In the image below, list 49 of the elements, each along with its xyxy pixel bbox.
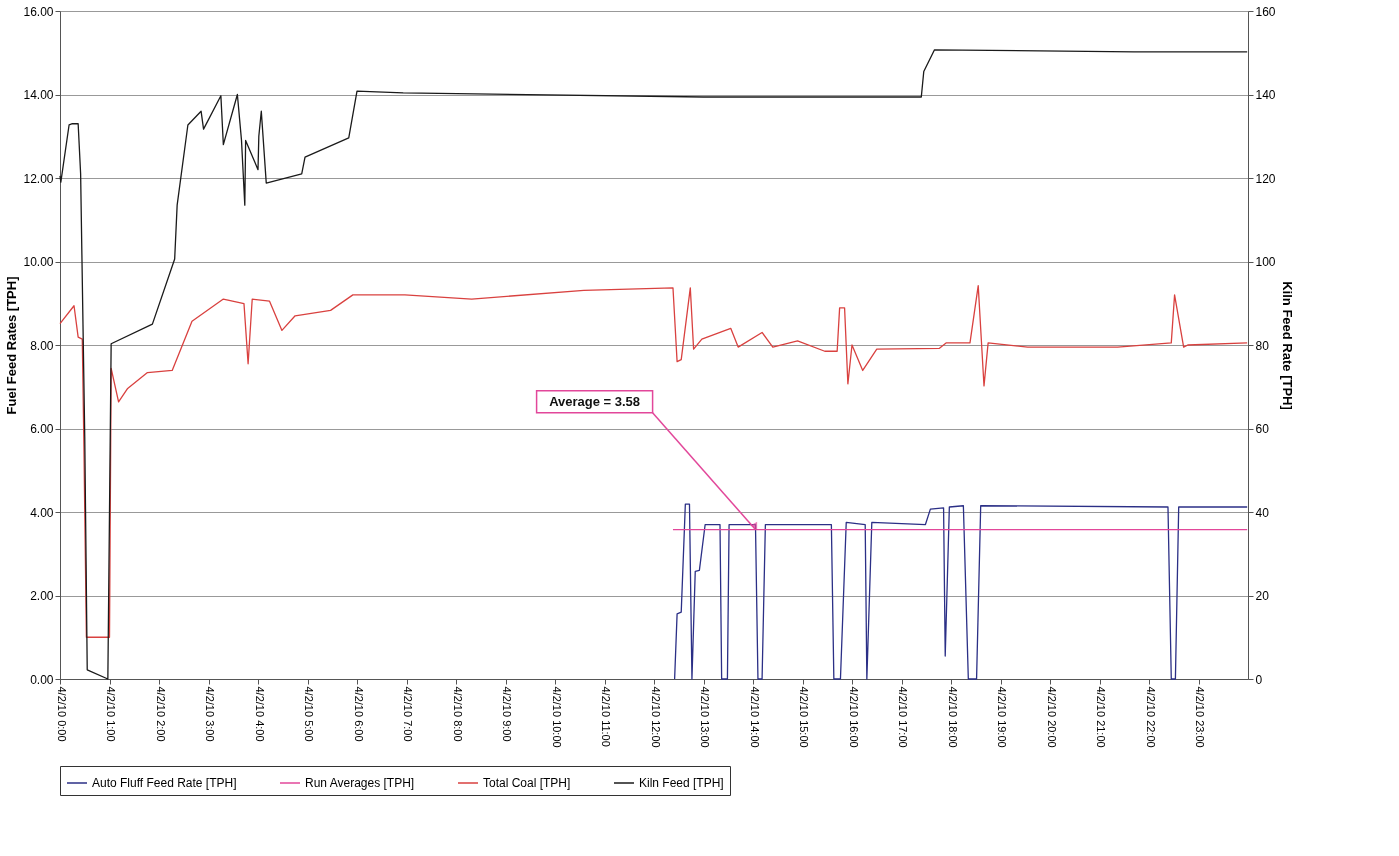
y-tick-label: 8.00	[30, 338, 54, 353]
y-tick-label: 14.00	[23, 88, 54, 102]
y-tick-label: 2.00	[30, 589, 54, 603]
x-tick-label: 4/2/10 4:00	[253, 686, 266, 742]
x-tick-label: 4/2/10 7:00	[402, 686, 414, 742]
y2-tick-label: 0	[1255, 672, 1263, 687]
x-tick-label: 4/2/10 1:00	[105, 686, 117, 742]
y-tick-label: 10.00	[23, 255, 54, 269]
x-tick-label: 4/2/10 22:00	[1144, 686, 1157, 748]
y2-tick-label: 120	[1255, 171, 1276, 186]
x-tick-label: 4/2/10 13:00	[699, 686, 711, 748]
y2-tick-label: 60	[1255, 422, 1270, 436]
legend-label: Auto Fluff Feed Rate [TPH]	[92, 776, 237, 790]
x-tick-label: 4/2/10 9:00	[501, 686, 513, 742]
legend-label: Kiln Feed [TPH]	[639, 776, 724, 790]
y-tick-label: 6.00	[30, 422, 54, 436]
annotation: Average = 3.58	[549, 393, 641, 409]
x-tick-label: 4/2/10 14:00	[748, 686, 761, 748]
x-tick-label: 4/2/10 10:00	[550, 686, 563, 748]
y-axis-title: Fuel Feed Rates [TPH]	[4, 276, 20, 415]
x-tick-label: 4/2/10 8:00	[451, 686, 464, 742]
x-tick-label: 4/2/10 20:00	[1045, 686, 1058, 748]
y-tick-label: 12.00	[23, 171, 54, 186]
y2-tick-label: 140	[1255, 88, 1276, 102]
y-tick-label: 16.00	[23, 4, 54, 19]
x-tick-label: 4/2/10 21:00	[1095, 686, 1107, 748]
x-tick-label: 4/2/10 19:00	[996, 686, 1008, 748]
x-tick-label: 4/2/10 0:00	[55, 686, 68, 742]
y-tick-label: 0.00	[30, 672, 54, 687]
x-tick-label: 4/2/10 6:00	[352, 686, 365, 742]
x-tick-label: 4/2/10 15:00	[798, 686, 810, 748]
x-tick-label: 4/2/10 11:00	[600, 686, 612, 747]
x-tick-label: 4/2/10 3:00	[204, 686, 216, 742]
x-tick-label: 4/2/10 12:00	[649, 686, 662, 748]
x-tick-label: 4/2/10 18:00	[946, 686, 959, 748]
y-tick-label: 4.00	[30, 505, 54, 520]
x-tick-label: 4/2/10 17:00	[897, 686, 909, 748]
x-tick-label: 4/2/10 16:00	[847, 686, 860, 748]
y2-tick-label: 160	[1255, 4, 1276, 19]
y2-tick-label: 80	[1255, 338, 1270, 353]
y2-tick-label: 100	[1255, 255, 1276, 269]
x-tick-label: 4/2/10 2:00	[154, 686, 167, 742]
legend-label: Run Averages [TPH]	[305, 776, 415, 790]
x-tick-label: 4/2/10 5:00	[303, 686, 315, 742]
y2-tick-label: 20	[1255, 589, 1270, 603]
legend-label: Total Coal [TPH]	[483, 776, 571, 790]
y2-axis-title: Kiln Feed Rate [TPH]	[1279, 281, 1295, 410]
y2-tick-label: 40	[1255, 505, 1270, 520]
x-tick-label: 4/2/10 23:00	[1194, 686, 1206, 748]
